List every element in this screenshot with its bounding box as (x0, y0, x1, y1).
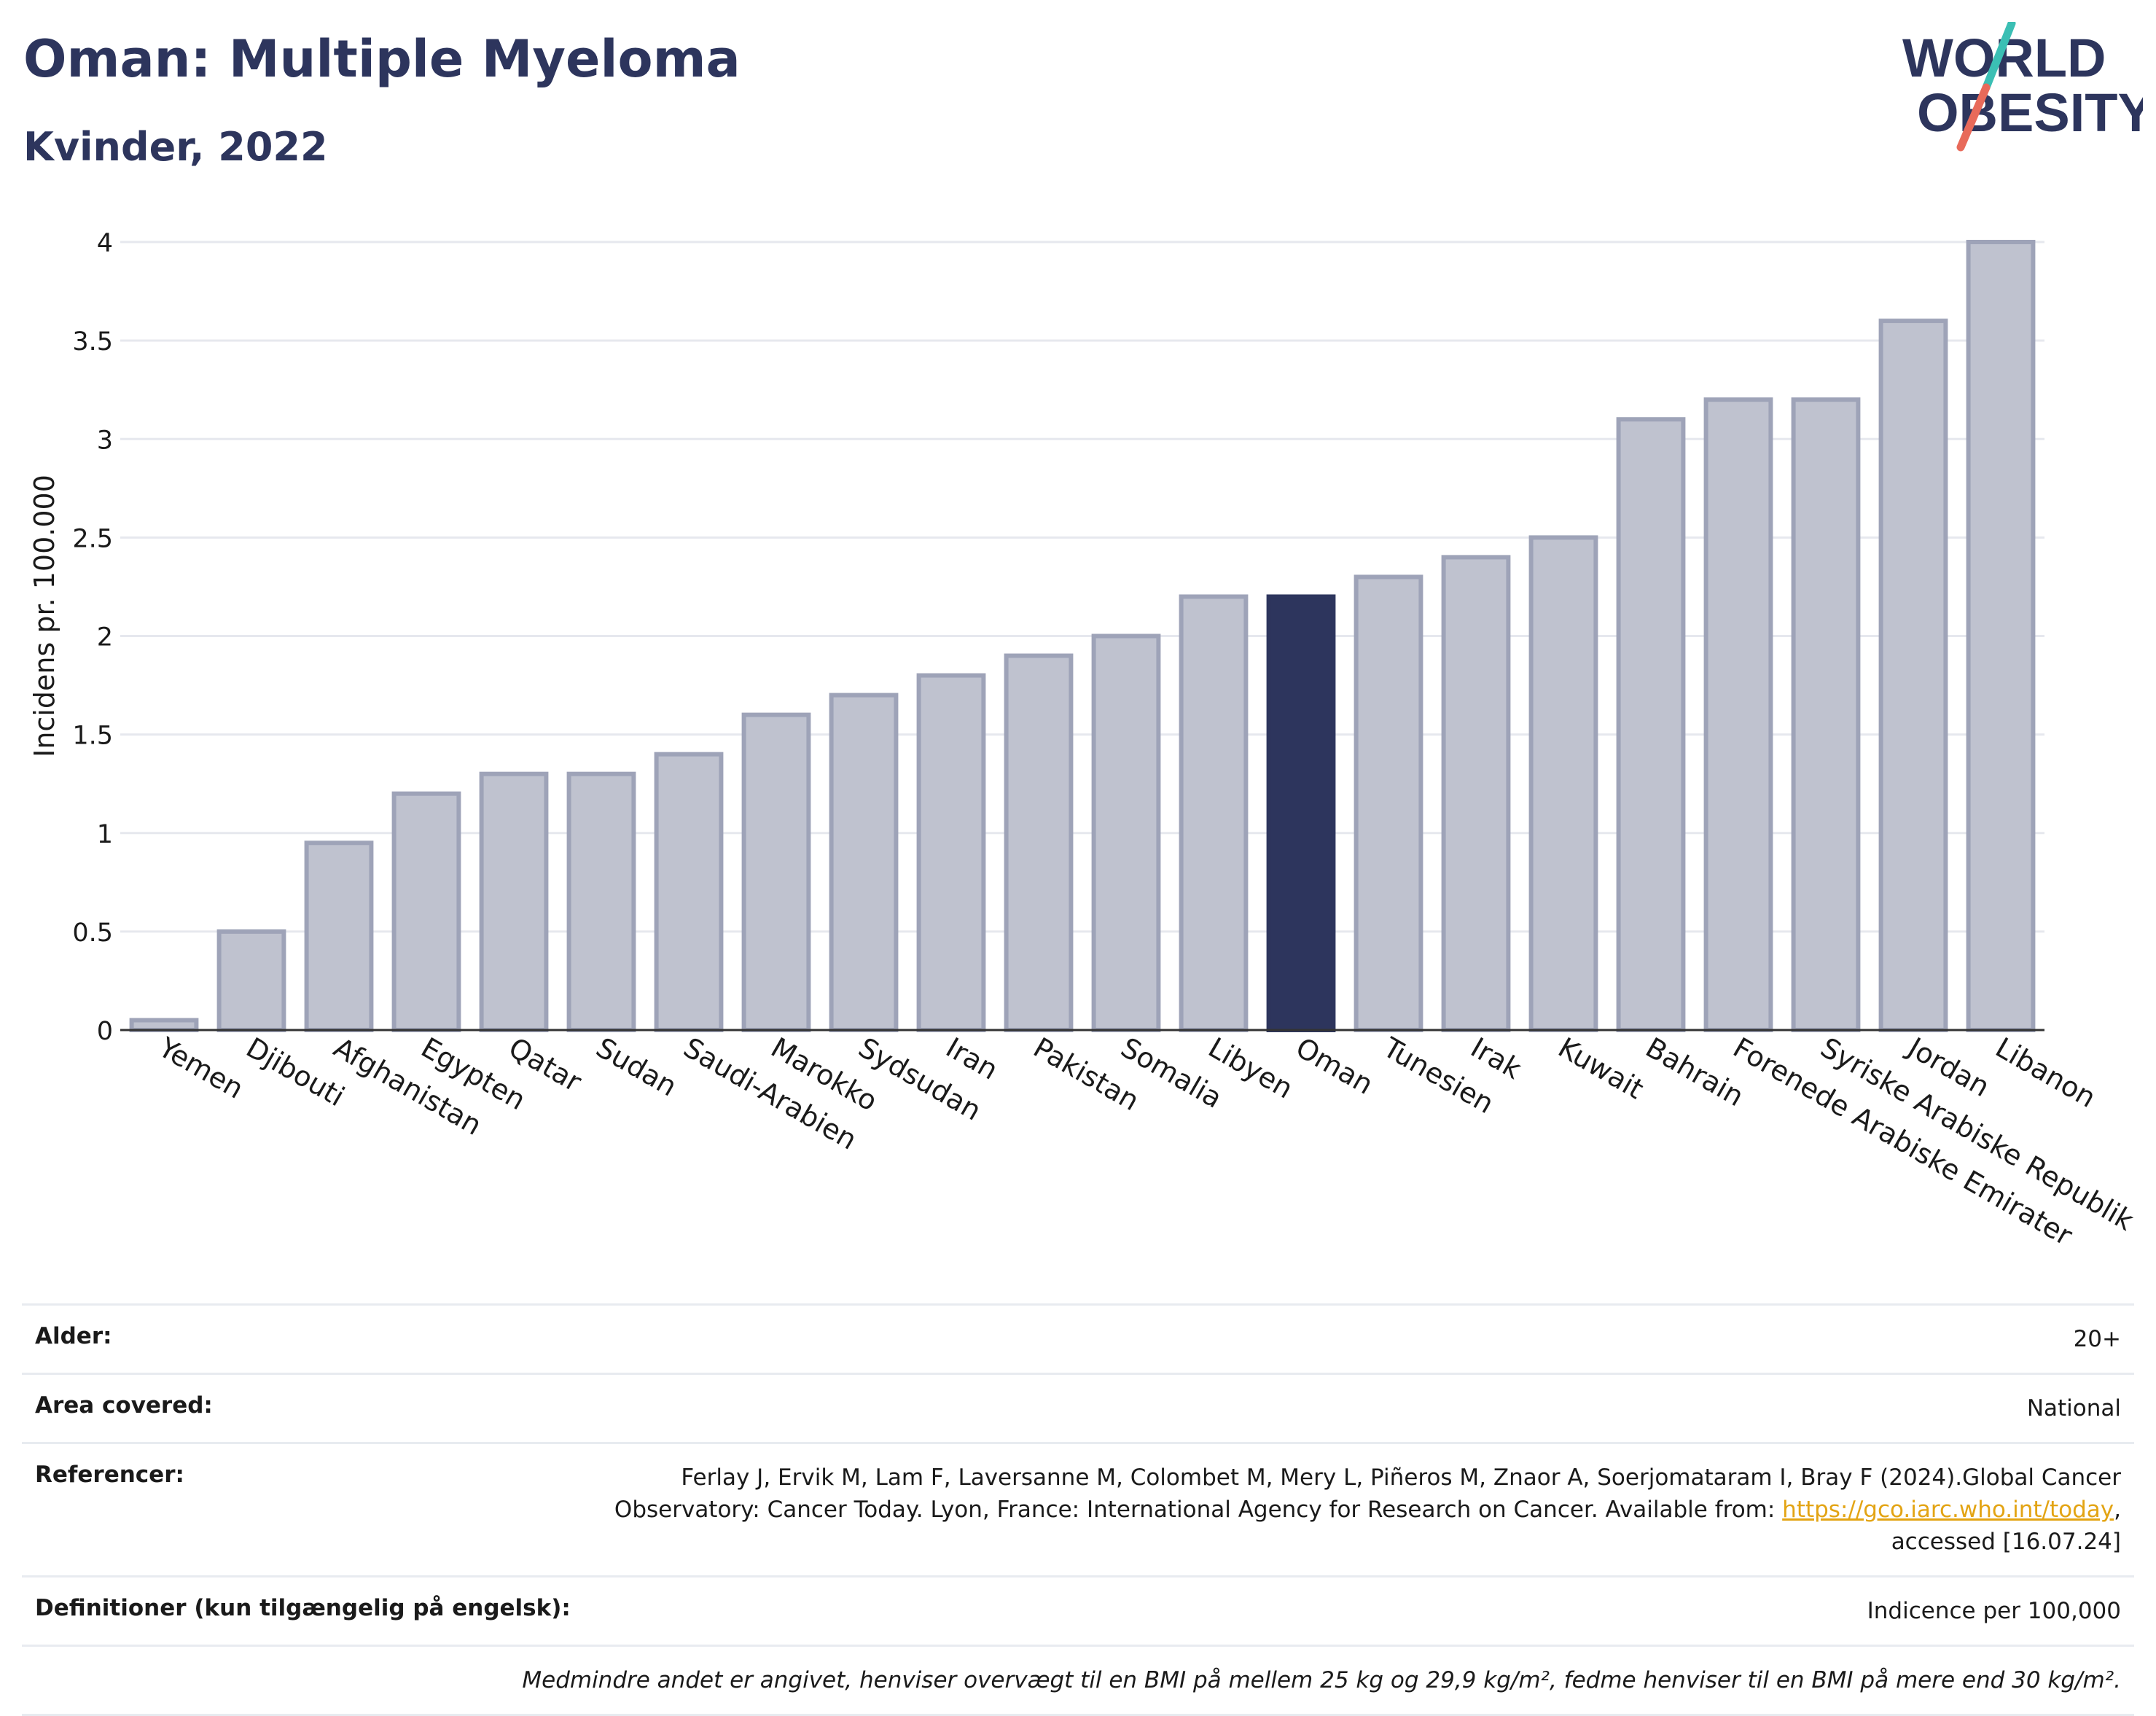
reference-text-1: Ferlay J, Ervik M, Lam F, Laversanne M, … (614, 1465, 2121, 1523)
logo-slash-top (1982, 22, 2016, 92)
bar (129, 1018, 199, 1033)
x-tick-label: Djibouti (241, 1031, 351, 1113)
y-tick-label: 0 (97, 1017, 113, 1046)
bar (1966, 240, 2036, 1032)
reference-link[interactable]: https://gco.iarc.who.int/today (1782, 1497, 2114, 1523)
bar (829, 693, 899, 1032)
x-tick-label: Oman (1291, 1031, 1379, 1101)
y-tick-label: 1.5 (72, 722, 113, 751)
bar (1091, 633, 1161, 1032)
world-obesity-logo: WORLD OBESITY (1902, 22, 2143, 152)
definitions-label: Definitioner (kun tilgængelig på engelsk… (35, 1595, 571, 1621)
bar (1703, 397, 1773, 1032)
bar (741, 712, 811, 1032)
y-tick-label: 3 (97, 426, 113, 455)
bar (1791, 397, 1861, 1032)
bar (1441, 555, 1511, 1032)
logo-slash-bottom (1956, 83, 1991, 152)
area-label: Area covered: (35, 1392, 213, 1419)
bars-layer (129, 240, 2036, 1033)
info-row-note: Medmindre andet er angivet, henviser ove… (22, 1645, 2134, 1716)
bar (654, 752, 724, 1033)
info-row-age: Alder: 20+ (22, 1303, 2134, 1373)
bar-highlight (1266, 594, 1336, 1032)
bar (1179, 594, 1249, 1032)
info-row-area: Area covered: National (22, 1373, 2134, 1442)
bar (1354, 574, 1423, 1032)
x-tick-label: Bahrain (1641, 1031, 1749, 1113)
y-tick-label: 1 (97, 820, 113, 849)
bar (304, 841, 374, 1032)
definitions-value: Indicence per 100,000 (1867, 1598, 2121, 1624)
y-tick-label: 4 (97, 229, 113, 258)
bar (216, 929, 286, 1032)
y-tick-label: 3.5 (72, 327, 113, 356)
logo-line-2: OBESITY (1917, 82, 2143, 143)
info-table: Alder: 20+ Area covered: National Refere… (22, 1303, 2134, 1716)
bar (566, 771, 636, 1033)
x-tick-label: Libanon (1991, 1031, 2101, 1114)
bar-chart: 0 0.5 1 1.5 2 2.5 3 3.5 4 YemenDjiboutiAfghanist… (28, 229, 2139, 1252)
references-value: Ferlay J, Ervik M, Lam F, Laversanne M, … (554, 1462, 2121, 1558)
bar (916, 673, 986, 1032)
age-value: 20+ (2073, 1326, 2121, 1352)
axis-layer: 0 0.5 1 1.5 2 2.5 3 3.5 4 (72, 229, 2044, 1046)
x-tick-label: Kuwait (1553, 1031, 1649, 1106)
y-tick-label: 2 (97, 623, 113, 652)
age-label: Alder: (35, 1323, 112, 1349)
note-text: Medmindre andet er angivet, henviser ove… (522, 1667, 2121, 1693)
page-subtitle: Kvinder, 2022 (23, 124, 328, 170)
bar (1616, 417, 1686, 1032)
area-value: National (2026, 1395, 2121, 1421)
info-row-definitions: Definitioner (kun tilgængelig på engelsk… (22, 1575, 2134, 1645)
page-title: Oman: Multiple Myeloma (23, 29, 741, 89)
info-row-references: Referencer: Ferlay J, Ervik M, Lam F, La… (22, 1442, 2134, 1575)
bar (1878, 319, 1948, 1033)
bar (479, 771, 549, 1033)
x-tick-label: Yemen (153, 1031, 249, 1105)
reference-text-2: , accessed [16.07.24] (1891, 1497, 2121, 1555)
y-tick-label: 0.5 (72, 919, 113, 948)
bar (1004, 653, 1074, 1032)
bar (391, 791, 461, 1032)
bar (1528, 535, 1598, 1032)
y-axis-label: Incidens pr. 100.000 (28, 475, 60, 757)
references-label: Referencer: (35, 1462, 184, 1488)
x-tick-label: Sudan (591, 1031, 683, 1103)
y-tick-label: 2.5 (72, 524, 113, 553)
